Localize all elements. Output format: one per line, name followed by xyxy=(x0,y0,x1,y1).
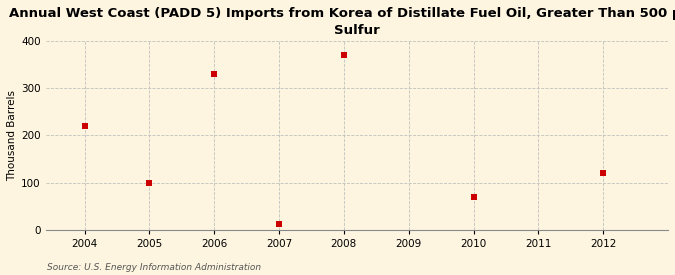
Y-axis label: Thousand Barrels: Thousand Barrels xyxy=(7,90,17,181)
Point xyxy=(468,194,479,199)
Point xyxy=(598,171,609,175)
Point xyxy=(209,72,219,76)
Point xyxy=(79,124,90,128)
Point xyxy=(273,222,284,226)
Point xyxy=(338,53,349,57)
Title: Annual West Coast (PADD 5) Imports from Korea of Distillate Fuel Oil, Greater Th: Annual West Coast (PADD 5) Imports from … xyxy=(9,7,675,37)
Text: Source: U.S. Energy Information Administration: Source: U.S. Energy Information Administ… xyxy=(47,263,261,272)
Point xyxy=(144,180,155,185)
